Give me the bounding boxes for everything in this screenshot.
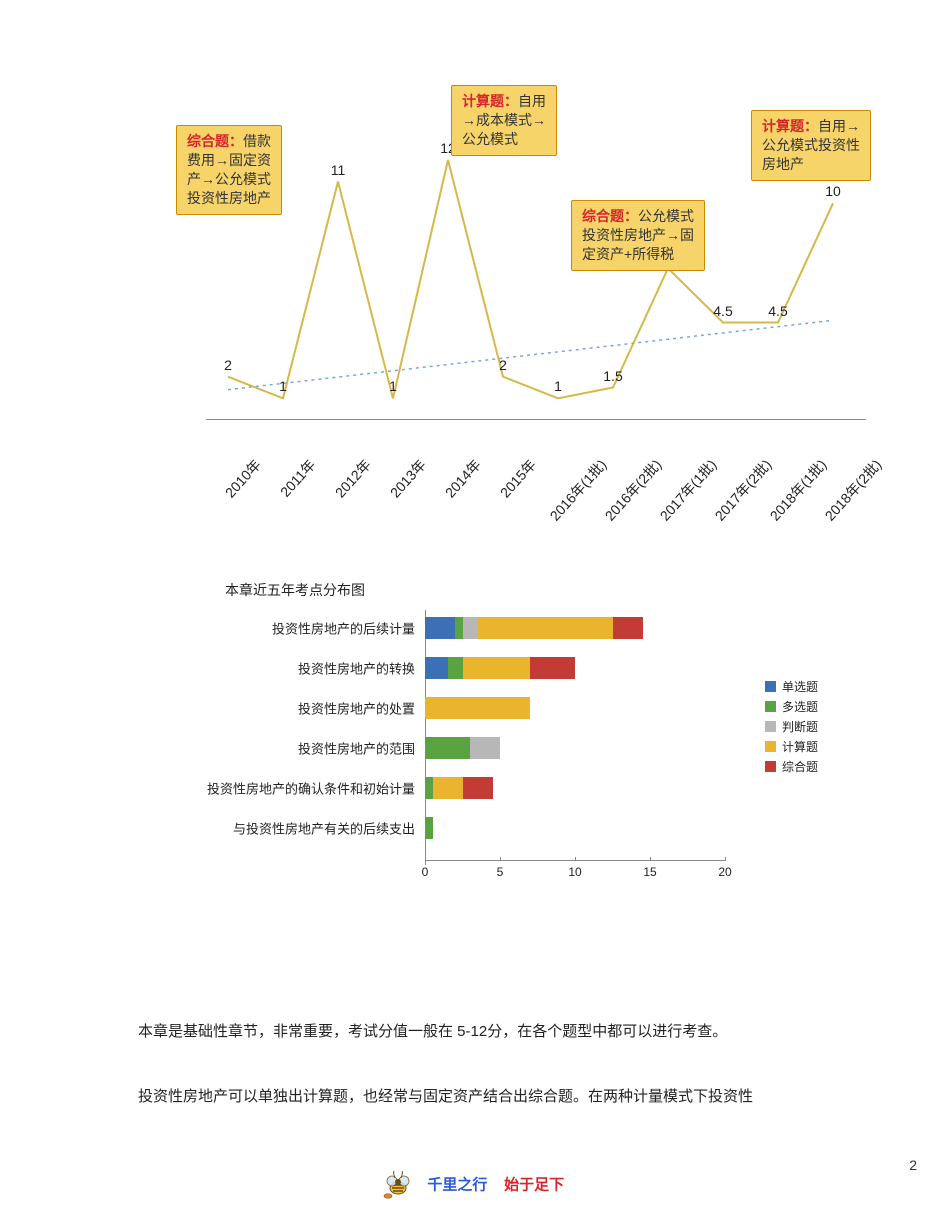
bar-segment bbox=[455, 617, 463, 639]
line-chart-value-label: 4.5 bbox=[713, 303, 732, 319]
bar-chart-row-label: 投资性房地产的转换 bbox=[195, 659, 415, 678]
paragraph-1: 本章是基础性章节，非常重要，考试分值一般在 5-12分，在各个题型中都可以进行考… bbox=[138, 1020, 868, 1044]
line-chart-svg bbox=[206, 130, 866, 475]
bar-chart-tickmark bbox=[725, 857, 726, 861]
bar-chart-row-label: 与投资性房地产有关的后续支出 bbox=[195, 819, 415, 838]
bar-chart-tickmark bbox=[575, 857, 576, 861]
bar-segment bbox=[425, 817, 433, 839]
legend-label: 多选题 bbox=[782, 698, 818, 715]
legend-label: 判断题 bbox=[782, 718, 818, 735]
legend-label: 单选题 bbox=[782, 678, 818, 695]
bar-segment bbox=[433, 777, 463, 799]
bar-segment bbox=[463, 657, 531, 679]
bar-segment bbox=[425, 657, 448, 679]
line-chart-xtick: 2018年(2批) bbox=[820, 455, 886, 525]
bar-segment bbox=[478, 617, 613, 639]
line-chart-xtick: 2018年(1批) bbox=[765, 455, 831, 525]
legend-item: 判断题 bbox=[765, 718, 818, 735]
footer: 千里之行 始于足下 bbox=[0, 1166, 945, 1205]
legend-label: 综合题 bbox=[782, 758, 818, 775]
line-chart-value-label: 4.5 bbox=[768, 303, 787, 319]
bar-segment bbox=[613, 617, 643, 639]
bar-chart-row-label: 投资性房地产的确认条件和初始计量 bbox=[195, 779, 415, 798]
bar-segment bbox=[470, 737, 500, 759]
legend-item: 综合题 bbox=[765, 758, 818, 775]
page: 2010年2011年2012年2013年2014年2015年2016年(1批)2… bbox=[0, 0, 945, 1223]
bar-segment bbox=[425, 777, 433, 799]
line-chart-callout: 综合题：公允模式投资性房地产→固定资产+所得税 bbox=[571, 200, 705, 271]
bar-segment bbox=[448, 657, 463, 679]
bar-chart: 本章近五年考点分布图 投资性房地产的后续计量投资性房地产的转换投资性房地产的处置… bbox=[195, 580, 895, 910]
line-chart-callout: 综合题：借款费用→固定资产→公允模式投资性房地产 bbox=[176, 125, 282, 215]
bar-chart-xaxis: 05101520 bbox=[425, 860, 725, 861]
legend-swatch bbox=[765, 701, 776, 712]
bar-chart-tickmark bbox=[500, 857, 501, 861]
legend-swatch bbox=[765, 761, 776, 772]
bar-chart-xtick: 20 bbox=[718, 865, 731, 879]
bar-segment bbox=[463, 617, 478, 639]
line-chart-xtick: 2011年 bbox=[276, 455, 320, 501]
legend-item: 单选题 bbox=[765, 678, 818, 695]
legend-swatch bbox=[765, 741, 776, 752]
legend-item: 多选题 bbox=[765, 698, 818, 715]
line-chart-value-label: 2 bbox=[499, 357, 507, 373]
bar-chart-legend: 单选题多选题判断题计算题综合题 bbox=[765, 675, 818, 778]
legend-swatch bbox=[765, 681, 776, 692]
motto-red: 始于足下 bbox=[504, 1177, 564, 1194]
line-chart-callout: 计算题：自用→成本模式→公允模式 bbox=[451, 85, 557, 156]
bar-segment bbox=[425, 617, 455, 639]
legend-swatch bbox=[765, 721, 776, 732]
bar-chart-xtick: 15 bbox=[643, 865, 656, 879]
bar-chart-row-label: 投资性房地产的后续计量 bbox=[195, 619, 415, 638]
bar-chart-xtick: 5 bbox=[497, 865, 504, 879]
line-chart-value-label: 11 bbox=[331, 162, 346, 178]
line-chart-value-label: 1 bbox=[389, 378, 397, 394]
bar-chart-tickmark bbox=[650, 857, 651, 861]
bar-segment bbox=[530, 657, 575, 679]
bar-segment bbox=[425, 697, 530, 719]
legend-item: 计算题 bbox=[765, 738, 818, 755]
bar-chart-plot: 投资性房地产的后续计量投资性房地产的转换投资性房地产的处置投资性房地产的范围投资… bbox=[425, 610, 725, 860]
line-chart: 2010年2011年2012年2013年2014年2015年2016年(1批)2… bbox=[176, 100, 896, 540]
line-chart-value-label: 1 bbox=[554, 378, 562, 394]
bee-icon bbox=[381, 1166, 415, 1205]
line-chart-xtick: 2014年 bbox=[440, 455, 485, 502]
bar-segment bbox=[425, 737, 470, 759]
line-chart-xtick: 2013年 bbox=[385, 455, 430, 502]
line-chart-plot: 2010年2011年2012年2013年2014年2015年2016年(1批)2… bbox=[206, 130, 866, 475]
line-chart-xtick: 2012年 bbox=[330, 455, 375, 502]
line-chart-callout: 计算题：自用→公允模式投资性房地产 bbox=[751, 110, 871, 181]
bar-chart-row-label: 投资性房地产的范围 bbox=[195, 739, 415, 758]
line-chart-value-label: 1 bbox=[279, 378, 287, 394]
bar-chart-xtick: 10 bbox=[568, 865, 581, 879]
footer-motto: 千里之行 始于足下 bbox=[427, 1177, 564, 1194]
bar-chart-tickmark bbox=[425, 857, 426, 861]
line-chart-xtick: 2017年(2批) bbox=[710, 455, 776, 525]
line-chart-value-label: 2 bbox=[224, 357, 232, 373]
paragraph-2: 投资性房地产可以单独出计算题，也经常与固定资产结合出综合题。在两种计量模式下投资… bbox=[138, 1085, 868, 1109]
bar-chart-title: 本章近五年考点分布图 bbox=[225, 580, 365, 600]
line-chart-xtick: 2016年(1批) bbox=[545, 455, 611, 525]
legend-label: 计算题 bbox=[782, 738, 818, 755]
line-chart-value-label: 10 bbox=[825, 183, 841, 199]
line-chart-value-label: 1.5 bbox=[603, 368, 622, 384]
motto-blue: 千里之行 bbox=[427, 1177, 487, 1194]
bar-segment bbox=[463, 777, 493, 799]
line-chart-xtick: 2010年 bbox=[220, 455, 265, 502]
line-chart-xtick: 2015年 bbox=[495, 455, 540, 502]
bar-chart-xtick: 0 bbox=[422, 865, 429, 879]
bar-chart-row-label: 投资性房地产的处置 bbox=[195, 699, 415, 718]
line-chart-xtick: 2017年(1批) bbox=[655, 455, 721, 525]
line-chart-xtick: 2016年(2批) bbox=[600, 455, 666, 525]
